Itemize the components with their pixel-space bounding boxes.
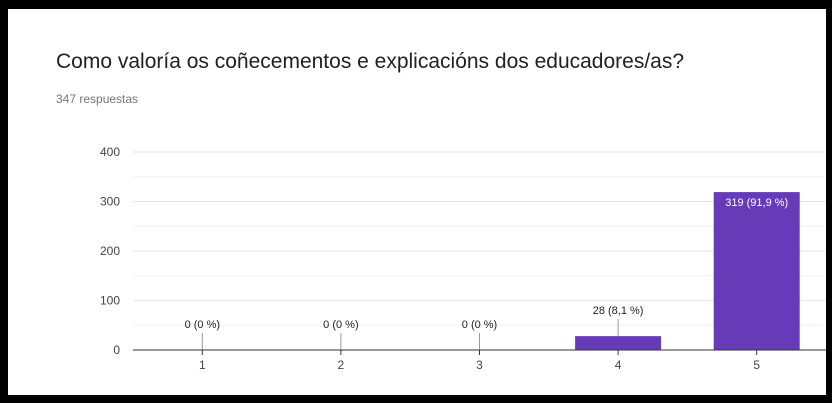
data-label: 0 (0 %)	[462, 319, 497, 331]
question-title: Como valoría os coñecementos e explicaci…	[56, 50, 685, 73]
data-label: 319 (91,9 %)	[725, 197, 788, 209]
y-tick-label: 400	[100, 145, 120, 159]
y-tick-label: 300	[100, 195, 120, 209]
bar-chart: 0 100 200 300 400 0 (0 %) 1 0 (0 %) 2 0 (0 %) 3 28 …	[100, 145, 826, 372]
response-count: 347 respuestas	[56, 92, 139, 106]
chart-card: Como valoría os coñecementos e explicaci…	[8, 9, 826, 395]
x-tick-label: 1	[199, 358, 206, 372]
data-label: 0 (0 %)	[323, 319, 358, 331]
x-tick-label: 2	[338, 358, 345, 372]
data-label: 28 (8,1 %)	[593, 305, 644, 317]
data-label: 0 (0 %)	[185, 319, 220, 331]
x-tick-label: 3	[476, 358, 483, 372]
y-tick-label: 0	[113, 343, 120, 357]
bar-5	[713, 192, 800, 350]
x-tick-label: 5	[753, 358, 760, 372]
x-tick-label: 4	[615, 358, 622, 372]
y-tick-label: 100	[100, 294, 120, 308]
bar-4	[575, 336, 662, 350]
y-tick-label: 200	[100, 244, 120, 258]
